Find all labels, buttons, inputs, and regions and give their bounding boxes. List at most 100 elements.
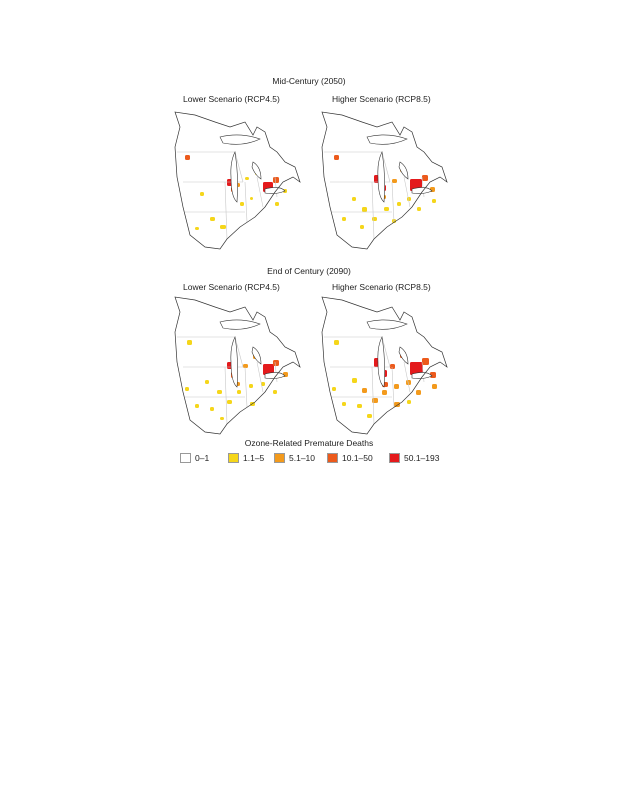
great-lake [219,134,261,145]
ozone-hotspot [332,387,336,391]
legend-label: 5.1–10 [289,453,315,463]
ozone-hotspot [342,402,346,406]
panel-label-end-lower: Lower Scenario (RCP4.5) [183,282,280,292]
legend-label: 0–1 [195,453,210,463]
legend-label: 50.1–193 [404,453,440,463]
state-boundary [274,176,278,198]
ozone-hotspot [205,380,209,384]
legend-label: 1.1–5 [243,453,265,463]
great-lake [377,151,385,203]
ozone-hotspot [416,390,421,395]
map-mid-century-higher [312,107,452,257]
ozone-hotspot [187,340,192,345]
ozone-hotspot [394,384,399,389]
ozone-hotspot [367,414,372,418]
legend-title: Ozone-Related Premature Deaths [244,438,374,448]
legend-swatch [180,453,191,463]
legend-label: 10.1–50 [342,453,373,463]
ozone-hotspot [362,207,367,212]
section-title-end-century: End of Century (2090) [267,266,351,276]
ozone-hotspot [394,402,400,407]
midwest-map-svg [174,111,301,250]
ozone-hotspot [352,378,357,383]
ozone-hotspot [249,384,253,388]
ozone-hotspot [357,404,362,408]
state-boundary [244,366,248,408]
ozone-hotspot [243,364,248,368]
legend-swatch [327,453,338,463]
great-lake [251,346,262,365]
great-lake [411,187,433,194]
ozone-hotspot [422,358,429,365]
great-lake [230,151,238,203]
ozone-hotspot [273,360,279,366]
ozone-hotspot [185,155,190,160]
region-outline [174,111,301,250]
ozone-hotspot [195,404,199,408]
ozone-hotspot [432,199,436,203]
ozone-hotspot [237,390,241,394]
state-boundary [244,181,248,223]
ozone-hotspot [392,179,397,183]
state-boundary [371,366,375,425]
ozone-hotspot [342,217,346,221]
ozone-hotspot [227,400,232,404]
panel-label-mid-lower: Lower Scenario (RCP4.5) [183,94,280,104]
ozone-hotspot [273,390,277,394]
legend-swatch [228,453,239,463]
ozone-hotspot [261,382,265,386]
ozone-hotspot [360,225,364,229]
ozone-hotspot [334,340,339,345]
ozone-hotspot [422,175,428,181]
state-boundary [274,361,278,383]
great-lake [219,319,261,330]
ozone-hotspot [185,387,189,391]
great-lake [230,336,238,388]
state-boundary [381,151,391,183]
ozone-hotspot [410,362,423,375]
ozone-hotspot [407,197,411,201]
state-boundary [224,181,228,240]
ozone-hotspot [384,207,389,211]
state-boundary [371,181,375,240]
state-boundary [256,176,264,208]
midwest-map-svg [174,296,301,435]
ozone-hotspot [382,390,387,395]
ozone-hotspot [397,202,401,206]
region-outline [321,111,448,250]
ozone-hotspot [240,202,244,206]
state-boundary [256,361,264,393]
region-outline [321,296,448,435]
state-boundary [381,336,391,368]
ozone-hotspot [200,192,204,196]
midwest-map-svg [321,296,448,435]
ozone-hotspot [250,197,253,200]
map-mid-century-lower [165,107,305,257]
ozone-hotspot [432,384,437,389]
ozone-hotspot [220,225,226,229]
great-lake [366,319,408,330]
ozone-hotspot [245,177,249,180]
great-lake [398,346,409,365]
ozone-hotspot [407,400,411,404]
ozone-hotspot [334,155,339,160]
state-boundary [403,176,411,208]
ozone-hotspot [273,177,279,183]
ozone-hotspot [362,388,367,393]
great-lake [398,161,409,180]
ozone-hotspot [217,390,222,394]
ozone-hotspot [195,227,199,230]
map-end-century-lower [165,292,305,442]
ozone-hotspot [210,407,214,411]
midwest-map-svg [321,111,448,250]
legend-swatch [389,453,400,463]
ozone-hotspot [210,217,215,221]
state-boundary [403,361,411,393]
ozone-hotspot [390,364,395,369]
ozone-hotspot [220,417,224,420]
state-boundary [234,151,244,183]
great-lake [411,372,433,379]
great-lake [264,187,286,194]
ozone-hotspot [417,207,421,211]
